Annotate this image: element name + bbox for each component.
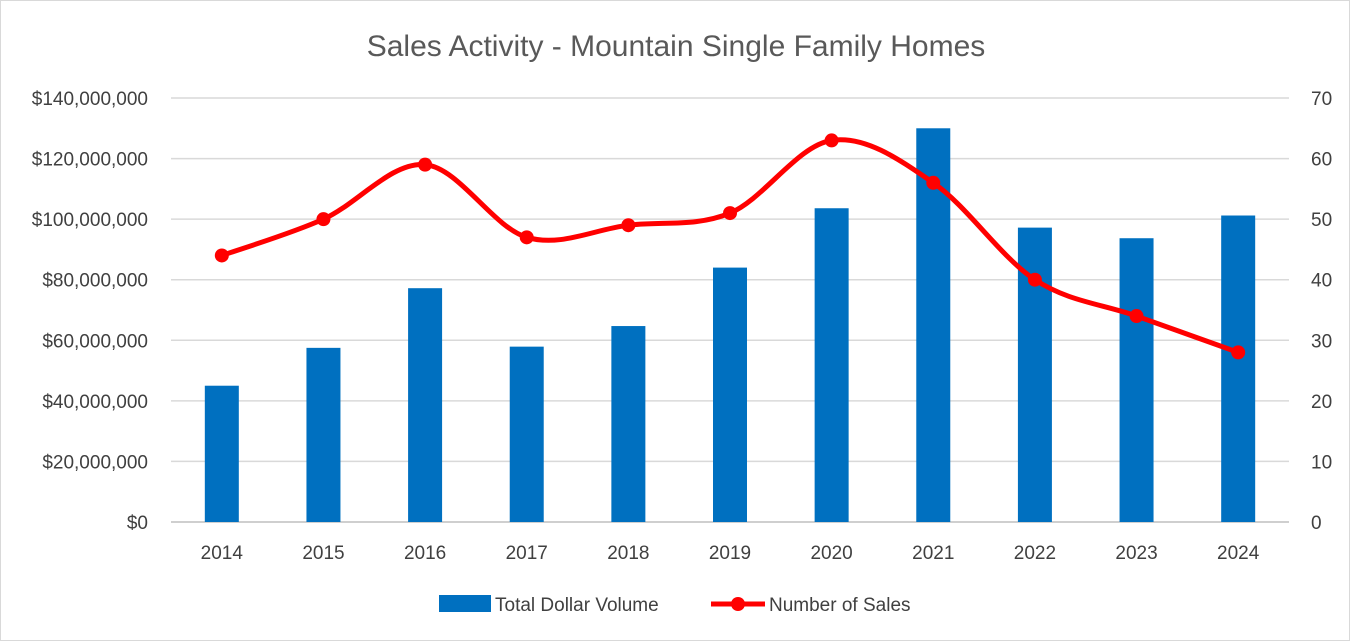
y-right-tick-label: 70 [1311, 89, 1332, 110]
y-left-tick-label: $100,000,000 [32, 210, 148, 231]
legend-swatch-marker-number-of-sales [731, 597, 745, 611]
x-tick-label: 2021 [912, 543, 954, 564]
y-left-tick-label: $140,000,000 [32, 89, 148, 110]
y-left-tick-label: $80,000,000 [42, 271, 148, 292]
y-right-tick-label: 30 [1311, 331, 1332, 352]
axes: $0 $20,000,000 $40,000,000 $60,000,000 $80,0… [32, 89, 1332, 564]
x-tick-label: 2014 [201, 543, 244, 564]
line-marker [723, 206, 737, 221]
line-marker [214, 248, 229, 263]
x-tick-label: 2019 [709, 543, 751, 564]
bar [306, 347, 341, 522]
line-marker [1231, 345, 1246, 360]
bar [1221, 215, 1256, 522]
x-tick-label: 2017 [506, 543, 548, 564]
chart-title: Sales Activity - Mountain Single Family … [367, 30, 986, 63]
y-right-tick-label: 40 [1311, 271, 1332, 292]
legend-label-number-of-sales: Number of Sales [769, 595, 911, 616]
y-right-tick-label: 10 [1311, 452, 1332, 473]
line-series-number-of-sales [214, 133, 1246, 360]
y-right-tick-label: 50 [1311, 210, 1332, 231]
x-tick-label: 2015 [302, 543, 344, 564]
line-marker [926, 175, 941, 190]
bar [408, 288, 443, 522]
line-marker [519, 230, 534, 245]
y-left-tick-label: $0 [127, 513, 148, 534]
bar [509, 346, 544, 522]
x-tick-label: 2022 [1014, 543, 1056, 564]
y-right-tick-label: 60 [1311, 150, 1332, 171]
x-tick-label: 2024 [1217, 543, 1260, 564]
y-left-tick-label: $20,000,000 [42, 452, 148, 473]
bar-series-total-dollar-volume [204, 128, 1256, 523]
y-left-tick-label: $60,000,000 [42, 331, 148, 352]
x-tick-label: 2016 [404, 543, 446, 564]
y-right-tick-label: 20 [1311, 392, 1332, 413]
bar [713, 267, 747, 522]
legend: Total Dollar Volume Number of Sales [439, 595, 911, 616]
legend-swatch-total-dollar-volume [439, 595, 491, 612]
y-left-tick-label: $120,000,000 [32, 150, 148, 171]
bar [204, 385, 239, 522]
y-left-tick-label: $40,000,000 [42, 392, 148, 413]
y-right-tick-label: 0 [1311, 513, 1322, 534]
x-tick-label: 2023 [1115, 543, 1157, 564]
line-marker [316, 212, 331, 227]
line-marker [621, 218, 636, 233]
bar [1119, 238, 1154, 523]
line-marker [824, 133, 839, 148]
bar [814, 208, 849, 523]
x-tick-label: 2018 [607, 543, 649, 564]
x-tick-label: 2020 [810, 543, 852, 564]
bar [611, 326, 646, 522]
line-marker [418, 157, 433, 172]
line-marker [1129, 309, 1144, 324]
line-marker [1027, 272, 1042, 287]
legend-label-total-dollar-volume: Total Dollar Volume [495, 595, 659, 616]
